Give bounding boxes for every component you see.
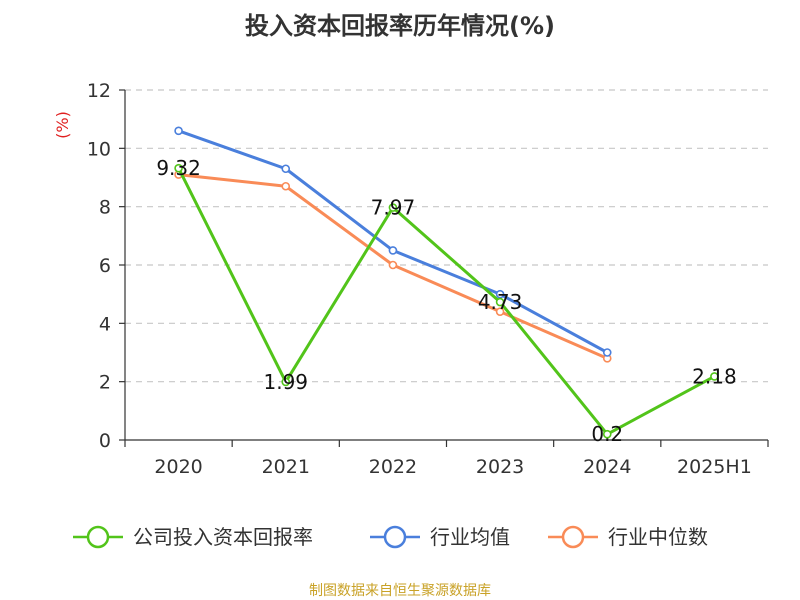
data-point <box>495 307 505 316</box>
data-label: 4.73 <box>478 290 523 314</box>
grid-lines <box>125 89 768 383</box>
y-tick-label: 10 <box>87 138 111 160</box>
data-label: 0.2 <box>591 422 623 446</box>
chart-title: 投入资本回报率历年情况(%) <box>245 12 555 40</box>
legend: 公司投入资本回报率 行业均值 行业中位数 <box>73 525 708 549</box>
source-note: 制图数据来自恒生聚源数据库 <box>309 583 491 599</box>
legend-label: 公司投入资本回报率 <box>133 525 313 549</box>
y-tick-label: 12 <box>87 80 111 102</box>
y-tick-label: 8 <box>99 197 111 219</box>
data-label: 1.99 <box>263 370 308 394</box>
data-point <box>174 126 183 136</box>
data-label: 7.97 <box>371 196 416 220</box>
series-line <box>177 167 716 436</box>
y-tick-label: 4 <box>99 313 111 335</box>
legend-label: 行业均值 <box>430 525 510 549</box>
data-point <box>602 348 612 357</box>
data-point <box>495 297 505 307</box>
y-tick-label: 2 <box>99 372 111 394</box>
data-label: 9.32 <box>156 156 201 180</box>
data-point <box>710 372 719 381</box>
data-point <box>281 164 291 174</box>
data-point <box>281 377 291 387</box>
data-point <box>388 203 398 212</box>
data-point <box>174 163 183 173</box>
data-point <box>602 429 612 439</box>
axes: 0 2 4 6 8 10 12 2020 2021 2022 2023 2024 2025H1 <box>87 80 769 478</box>
legend-marker <box>561 525 585 549</box>
x-tick-label: 2024 <box>583 456 631 478</box>
x-tick-label: 2022 <box>369 456 417 478</box>
data-point <box>388 260 398 270</box>
y-tick-label: 0 <box>99 430 111 452</box>
y-unit-label: (%) <box>53 111 72 139</box>
legend-marker <box>383 525 407 549</box>
data-point <box>281 181 291 191</box>
data-labels: 9.32 1.99 7.97 4.73 0.2 2.18 <box>156 156 736 446</box>
data-point <box>495 289 505 299</box>
legend-label: 行业中位数 <box>608 525 708 549</box>
y-tick-label: 6 <box>99 255 111 277</box>
data-label: 2.18 <box>692 364 737 388</box>
legend-marker <box>86 525 110 549</box>
data-point <box>388 246 398 255</box>
series-group <box>174 126 719 439</box>
x-tick-label: 2023 <box>476 456 524 478</box>
x-tick-label: 2021 <box>262 456 310 478</box>
series-line <box>178 129 608 354</box>
x-tick-label: 2025H1 <box>677 456 752 478</box>
x-tick-label: 2020 <box>154 456 202 478</box>
